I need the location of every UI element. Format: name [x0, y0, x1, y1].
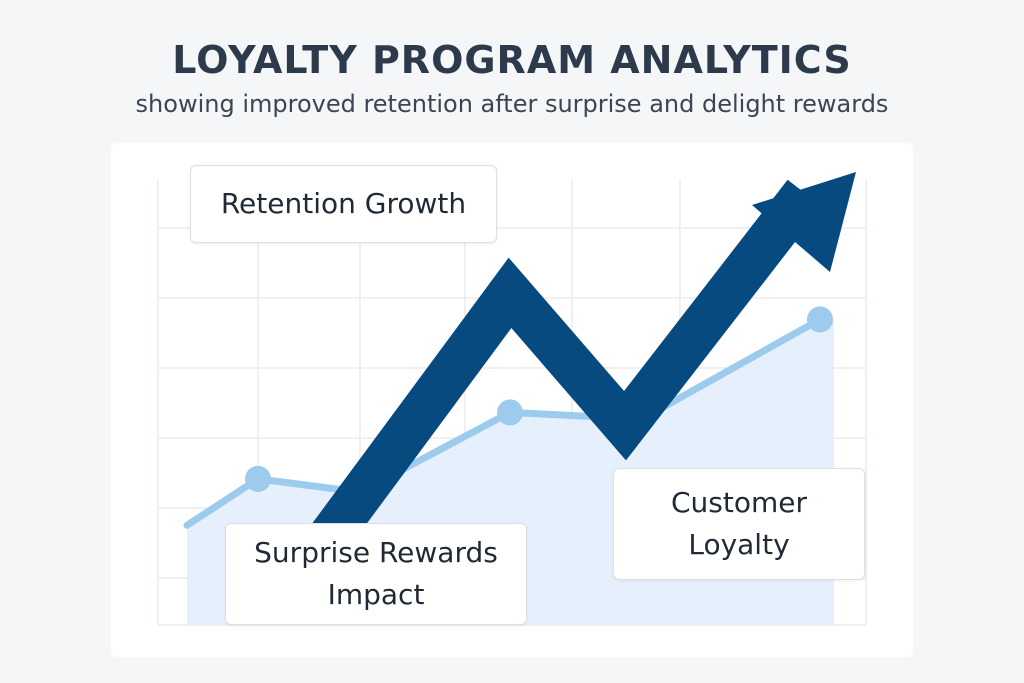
trend-arrow-group	[272, 172, 856, 604]
label-surprise-rewards: Surprise Rewards Impact	[225, 523, 527, 625]
data-point	[497, 399, 523, 426]
data-point	[245, 465, 271, 492]
page-title: LOYALTY PROGRAM ANALYTICS	[172, 38, 852, 82]
trend-arrow-shaft	[272, 179, 823, 604]
label-retention-growth: Retention Growth	[190, 165, 497, 243]
label-customer-loyalty: Customer Loyalty	[613, 468, 865, 580]
data-point	[807, 306, 833, 333]
series-line	[183, 315, 824, 529]
page-subtitle: showing improved retention after surpris…	[135, 90, 889, 118]
trend-arrow-head	[752, 172, 856, 272]
